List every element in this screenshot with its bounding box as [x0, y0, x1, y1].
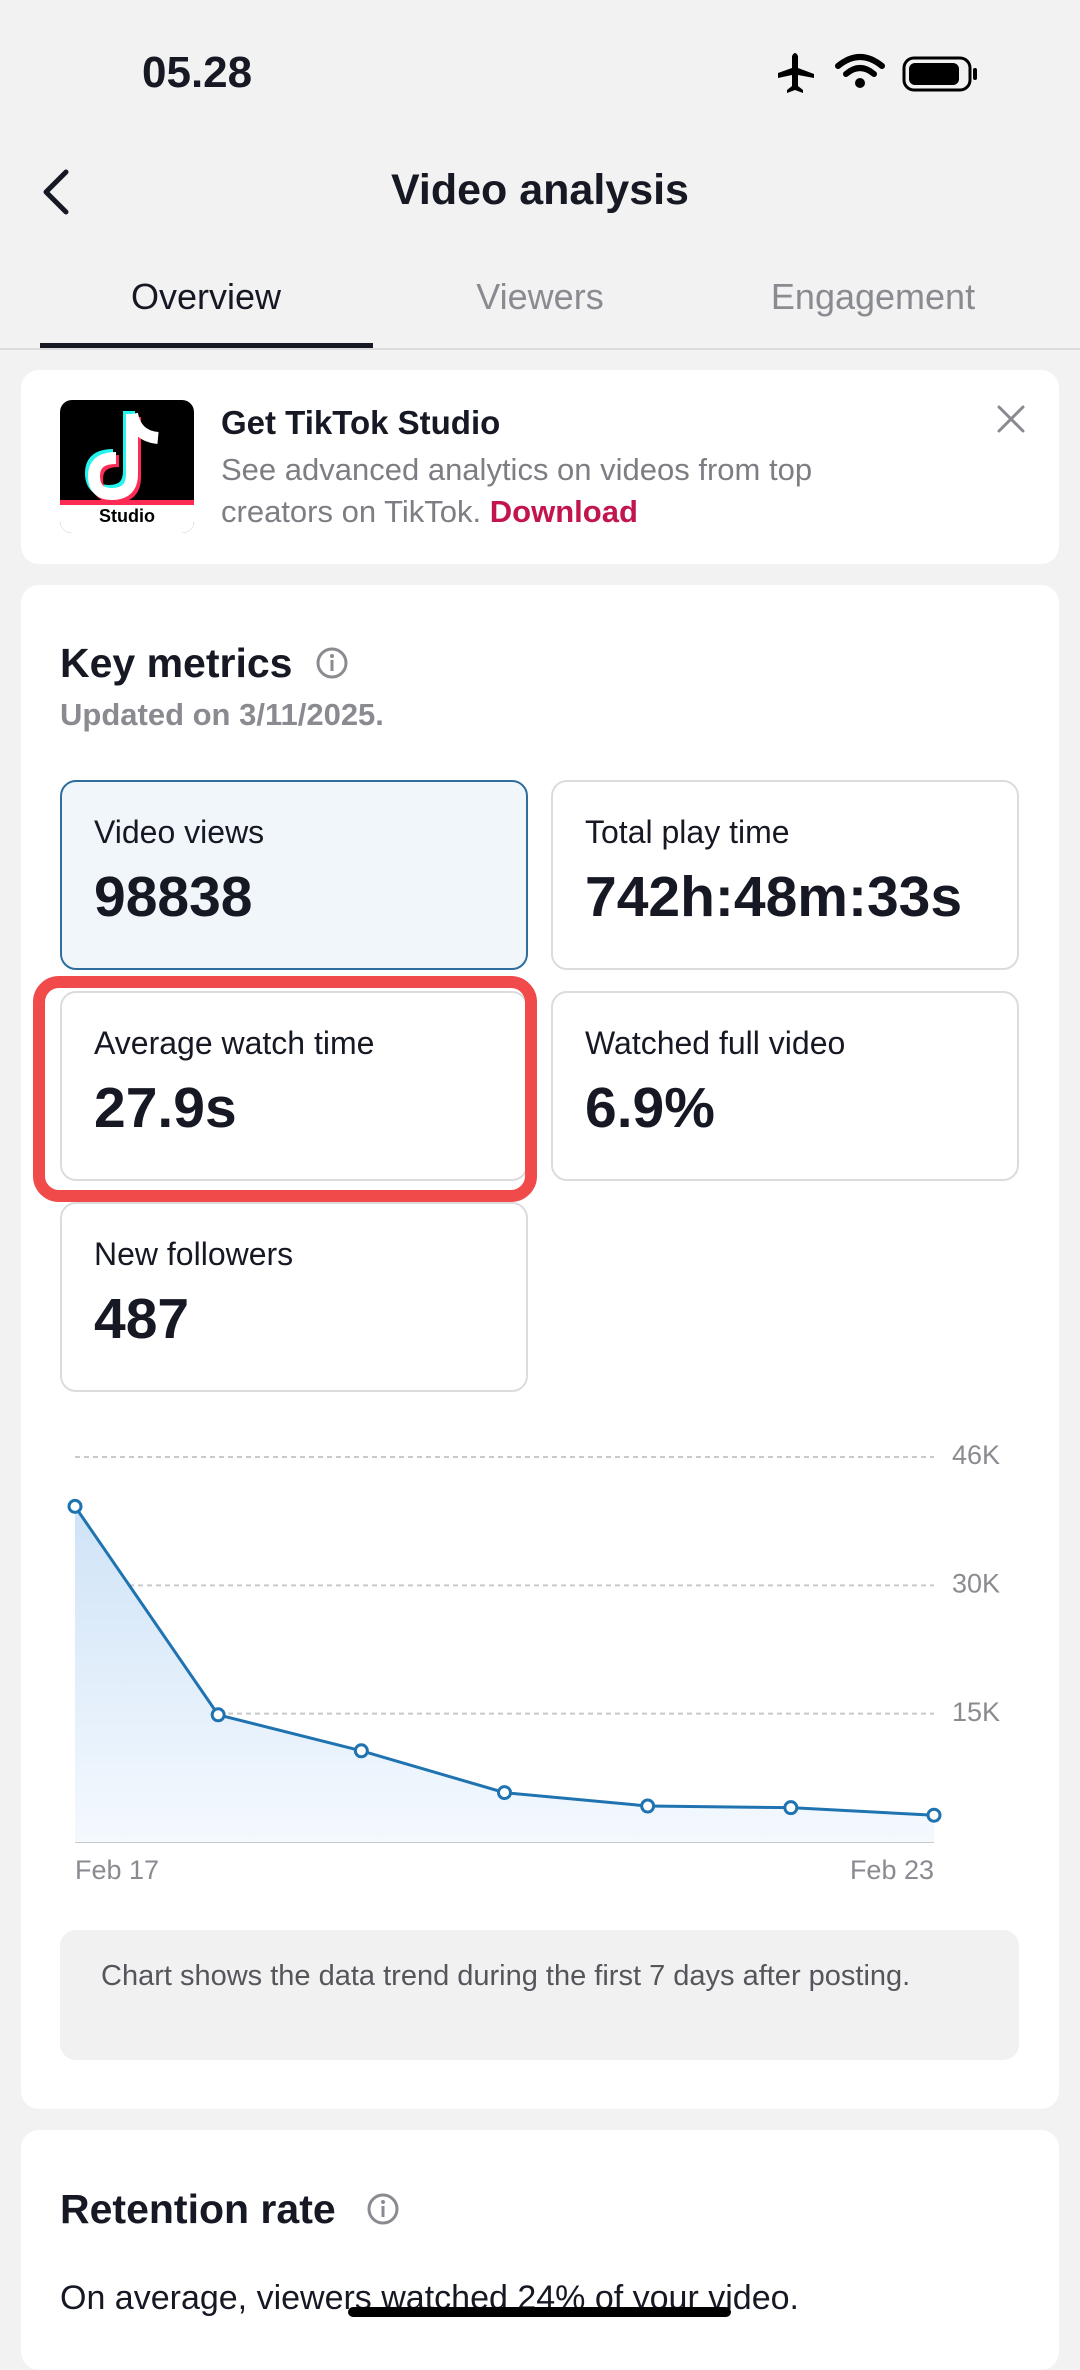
- chart-note-box: Chart shows the data trend during the fi…: [60, 1930, 1019, 2060]
- highlight-box: [33, 976, 537, 1202]
- banner-text: See advanced analytics on videos from to…: [221, 452, 813, 529]
- home-indicator: [348, 2307, 731, 2317]
- page-title: Video analysis: [391, 166, 689, 214]
- close-button[interactable]: [996, 404, 1026, 434]
- metric-value: 742h:48m:33s: [585, 865, 963, 929]
- metric-label: Watched full video: [585, 1025, 846, 1061]
- tab-indicator: [40, 343, 373, 348]
- section-title: Key metrics: [60, 640, 293, 686]
- metric-value: 487: [94, 1287, 190, 1351]
- download-link[interactable]: Download: [489, 494, 638, 529]
- banner-description: See advanced analytics on videos from to…: [221, 449, 881, 533]
- tab-divider: [0, 348, 1080, 350]
- status-icons: [778, 53, 977, 93]
- metric-value: 27.9s: [94, 1076, 237, 1140]
- metric-card[interactable]: Watched full video 6.9%: [551, 991, 1019, 1181]
- metric-label: Video views: [94, 814, 265, 850]
- studio-icon: Studio: [60, 400, 194, 533]
- studio-banner: Studio Get TikTok Studio See advanced an…: [21, 370, 1059, 564]
- studio-icon-label: Studio: [99, 506, 155, 526]
- info-icon[interactable]: [315, 646, 349, 680]
- metric-label: Total play time: [585, 814, 790, 850]
- metric-card[interactable]: New followers 487: [60, 1202, 528, 1392]
- tab[interactable]: Overview: [130, 276, 282, 317]
- metric-card[interactable]: Total play time 742h:48m:33s: [551, 780, 1019, 970]
- metric-card[interactable]: Video views 98838: [60, 780, 528, 970]
- studio-logo: [60, 411, 194, 533]
- metric-label: New followers: [94, 1236, 294, 1272]
- updated-date: Updated on 3/11/2025.: [60, 697, 384, 732]
- chart-note: Chart shows the data trend during the fi…: [101, 1960, 911, 1992]
- banner-title: Get TikTok Studio: [221, 404, 501, 441]
- info-icon[interactable]: [366, 2192, 400, 2226]
- tab[interactable]: Viewers: [476, 276, 604, 317]
- back-button[interactable]: [36, 166, 76, 218]
- status-time: 05.28: [142, 48, 253, 97]
- section-title: Retention rate: [60, 2186, 336, 2232]
- metric-card[interactable]: Average watch time 27.9s: [60, 991, 528, 1181]
- metric-value: 98838: [94, 865, 253, 929]
- metric-label: Average watch time: [94, 1025, 375, 1061]
- metric-value: 6.9%: [585, 1076, 715, 1140]
- tab[interactable]: Engagement: [770, 276, 976, 317]
- retention-card: [21, 2130, 1059, 2370]
